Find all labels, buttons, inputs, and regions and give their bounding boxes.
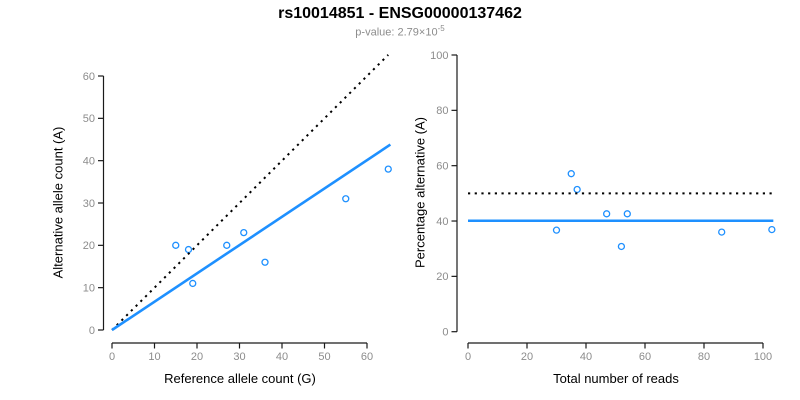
- right-data-point: [603, 210, 611, 218]
- right-y-tick-label: 0: [442, 327, 448, 339]
- right-y-axis-label: Percentage alternative (A): [412, 116, 428, 269]
- left-data-point: [223, 241, 231, 249]
- left-y-axis-label: Alternative allele count (A): [50, 126, 66, 279]
- left-data-point: [189, 279, 197, 288]
- left-data-point: [240, 228, 248, 237]
- left-y-tick-label: 10: [83, 283, 95, 295]
- right-x-tick-label: 100: [754, 351, 772, 363]
- left-data-point: [384, 165, 392, 173]
- left-y-tick-label: 30: [83, 198, 95, 210]
- right-data-point: [617, 242, 626, 251]
- left-x-axis-label: Reference allele count (G): [164, 371, 316, 386]
- left-y-tick-label: 60: [83, 71, 95, 83]
- right-y-tick-label: 40: [436, 216, 448, 228]
- right-x-tick-label: 80: [698, 351, 710, 363]
- right-y-tick-label: 60: [436, 161, 448, 173]
- right-data-point: [573, 185, 581, 194]
- left-x-tick-label: 60: [361, 351, 373, 363]
- right-x-tick-label: 40: [580, 351, 592, 363]
- right-y-tick-label: 100: [430, 50, 448, 62]
- pvalue-text: p-value: 2.79×10: [355, 26, 438, 39]
- left-x-tick-label: 40: [276, 351, 288, 363]
- left-data-point: [261, 258, 269, 266]
- right-x-tick-label: 20: [521, 351, 533, 363]
- right-y-tick-label: 80: [436, 105, 448, 117]
- left-data-point: [184, 245, 193, 254]
- left-y-tick-label: 0: [89, 325, 95, 337]
- left-x-tick-label: 10: [148, 351, 160, 363]
- right-y-tick-label: 20: [436, 271, 448, 283]
- right-data-point: [552, 226, 561, 234]
- right-x-tick-label: 60: [639, 351, 651, 363]
- left-data-point: [342, 195, 350, 203]
- left-data-point: [172, 241, 180, 249]
- right-x-axis-label: Total number of reads: [553, 371, 679, 386]
- left-expected-50-50-line: [111, 54, 389, 331]
- left-y-tick-label: 50: [83, 113, 95, 125]
- left-y-tick-label: 20: [83, 240, 95, 252]
- figure-subtitle: p-value: 2.79×10-5: [0, 24, 800, 39]
- right-data-point: [567, 170, 575, 178]
- left-x-tick-label: 0: [109, 351, 115, 363]
- left-observed-fit-line: [111, 143, 392, 332]
- left-y-tick-label: 40: [83, 156, 95, 168]
- right-data-point: [623, 210, 631, 218]
- right-x-tick-label: 0: [465, 351, 471, 363]
- left-x-tick-label: 20: [191, 351, 203, 363]
- right-data-point: [768, 225, 776, 234]
- left-x-tick-label: 30: [233, 351, 245, 363]
- pvalue-exponent: -5: [437, 24, 445, 33]
- left-x-tick-label: 50: [318, 351, 330, 363]
- figure-title: rs10014851 - ENSG00000137462: [278, 5, 522, 22]
- right-data-point: [718, 228, 726, 236]
